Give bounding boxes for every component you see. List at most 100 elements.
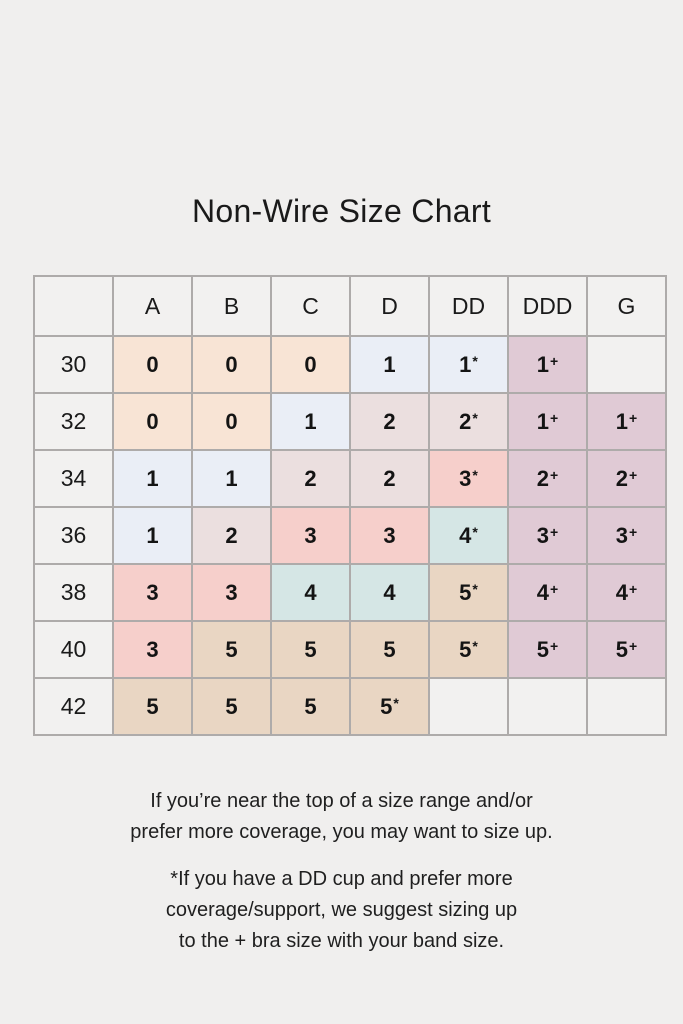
size-cell: 5+ [586,620,667,679]
cell-value: 0 [146,351,159,377]
cell-suffix: * [393,694,399,711]
row-header-32: 32 [33,392,114,451]
cell-value: 4 [536,579,550,605]
cell-value: 3 [459,465,472,491]
size-cell: 3 [270,506,351,565]
size-cell: 2* [428,392,509,451]
size-cell: 3 [191,563,272,622]
size-cell: 3 [112,563,193,622]
size-cell: 1* [428,335,509,394]
size-cell: 1 [112,449,193,508]
cell-value: 0 [304,351,317,377]
size-cell: 1 [191,449,272,508]
size-cell: 5 [112,677,193,736]
row-header-36: 36 [33,506,114,565]
cell-value: 0 [225,408,238,434]
row-header-42: 42 [33,677,114,736]
size-up-note: If you’re near the top of a size range a… [0,786,683,848]
size-cell: 5* [428,563,509,622]
cell-value: 5 [146,693,159,719]
table-row: 38 3 3 4 4 5* 4+ 4+ [33,563,667,622]
cell-suffix: + [550,637,559,654]
cell-value: 2 [615,465,629,491]
row-header-34: 34 [33,449,114,508]
row-header-38: 38 [33,563,114,622]
cell-value: 5 [459,579,472,605]
cell-value: 1 [225,465,238,491]
column-header-b: B [191,275,272,337]
cell-suffix: + [629,466,638,483]
cell-value: 5 [304,636,317,662]
cell-value: 3 [225,579,238,605]
cell-value: 1 [459,351,472,377]
cell-value: 2 [383,465,396,491]
size-cell: 0 [112,335,193,394]
size-cell: 4+ [507,563,588,622]
column-header-a: A [112,275,193,337]
size-cell [586,677,667,736]
cell-suffix: + [629,523,638,540]
size-cell: 5 [191,620,272,679]
size-table: A B C D DD DDD G 30 0 0 0 1 1* 1+ 32 0 0 1 2 2* 1+ 1+ 34 1 1 2 2 3*… [33,275,667,736]
cell-value: 4 [383,579,396,605]
cell-value: 0 [146,408,159,434]
cell-value: 5 [225,636,238,662]
row-header-30: 30 [33,335,114,394]
row-header-40: 40 [33,620,114,679]
size-cell: 5 [349,620,430,679]
header-row: A B C D DD DDD G [33,275,667,337]
size-cell: 1+ [507,335,588,394]
size-cell [586,335,667,394]
size-cell: 1+ [586,392,667,451]
note-line: to the + bra size with your band size. [178,930,505,952]
table-row: 30 0 0 0 1 1* 1+ [33,335,667,394]
size-cell: 4* [428,506,509,565]
size-cell: 1 [270,392,351,451]
size-cell: 5 [270,620,351,679]
cell-value: 1 [146,465,159,491]
cell-value: 5 [225,693,238,719]
size-cell: 2 [270,449,351,508]
cell-suffix: + [629,580,638,597]
cell-value: 0 [225,351,238,377]
column-header-c: C [270,275,351,337]
cell-value: 1 [615,408,629,434]
column-header-dd: DD [428,275,509,337]
cell-suffix: + [629,637,638,654]
cell-value: 2 [459,408,472,434]
size-cell: 2 [349,392,430,451]
cell-value: 4 [459,522,472,548]
chart-title: Non-Wire Size Chart [191,193,492,230]
cell-suffix: + [550,352,559,369]
cell-value: 4 [304,579,317,605]
cell-value: 1 [304,408,317,434]
cell-value: 3 [536,522,550,548]
cell-suffix: + [550,409,559,426]
cell-value: 1 [536,408,550,434]
cell-suffix: + [550,523,559,540]
cell-suffix: * [472,523,478,540]
note-line: prefer more coverage, you may want to si… [130,821,553,843]
column-header-ddd: DDD [507,275,588,337]
size-cell: 2+ [507,449,588,508]
column-header-g: G [586,275,667,337]
cell-value: 5 [380,693,393,719]
cell-value: 3 [146,579,159,605]
note-line: *If you have a DD cup and prefer more [170,868,513,890]
cell-value: 5 [536,636,550,662]
size-cell: 3* [428,449,509,508]
size-cell: 3+ [586,506,667,565]
size-cell [428,677,509,736]
cell-value: 3 [383,522,396,548]
cell-suffix: * [472,637,478,654]
cell-suffix: + [550,466,559,483]
size-cell: 2 [191,506,272,565]
size-cell: 4 [270,563,351,622]
cell-value: 1 [536,351,550,377]
size-cell: 3 [349,506,430,565]
cell-suffix: * [472,409,478,426]
cell-suffix: * [472,580,478,597]
cell-value: 3 [146,636,159,662]
size-cell: 0 [191,392,272,451]
cell-value: 1 [146,522,159,548]
